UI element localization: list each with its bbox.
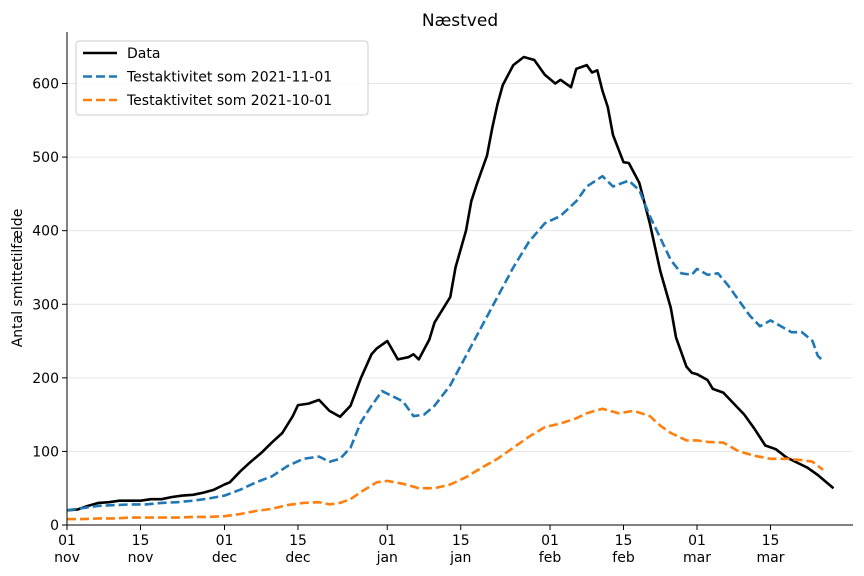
y-tick-label: 0 (50, 518, 59, 534)
x-tick-label: 15 dec (285, 533, 310, 566)
series-line-1 (66, 55, 835, 512)
legend-label-2: Testaktivitet som 2021-11-01 (126, 70, 332, 86)
x-tick-label: 15 mar (757, 533, 785, 566)
y-tick-label: 500 (32, 150, 59, 166)
legend-box (75, 40, 369, 116)
legend-label-1: Data (127, 46, 160, 62)
y-tick-label: 300 (32, 297, 59, 313)
axes: 0 100 200 300 400 500 600 01 nov 15 nov 01 dec 15 dec 0… (32, 32, 853, 566)
x-tick-label: 15 jan (449, 533, 471, 566)
x-tick-label: 15 nov (128, 533, 154, 566)
legend: Data Testaktivitet som 2021-11-01 Testakti… (75, 40, 369, 116)
series-line-3 (67, 407, 824, 521)
x-tick-label: 01 jan (376, 533, 398, 566)
x-tick-label: 01 dec (212, 533, 237, 566)
y-tick-label: 600 (32, 77, 59, 93)
y-tick-label: 400 (32, 224, 59, 240)
x-tick-label: 01 mar (683, 533, 711, 566)
series-lines (66, 55, 835, 521)
series-line-2 (66, 174, 824, 512)
gridlines (67, 83, 853, 526)
x-tick-label: 15 feb (612, 533, 635, 566)
x-tick-label: 01 nov (54, 533, 80, 566)
y-tick-label: 100 (32, 444, 59, 460)
chart-title: Næstved (422, 11, 498, 31)
x-tick-label: 01 feb (539, 533, 562, 566)
y-axis-label: Antal smittetilfælde (10, 209, 26, 348)
legend-label-3: Testaktivitet som 2021-10-01 (126, 93, 332, 109)
y-tick-label: 200 (32, 371, 59, 387)
